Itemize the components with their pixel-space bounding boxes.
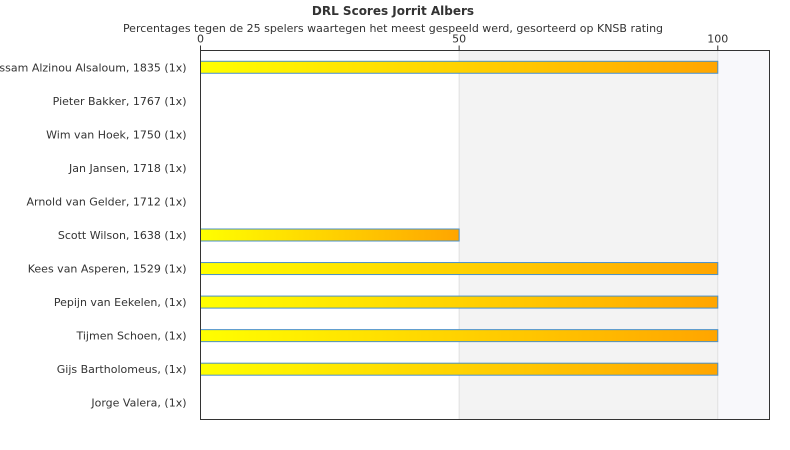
bar <box>200 228 460 242</box>
x-tick-label: 50 <box>452 33 466 46</box>
bar <box>200 295 719 309</box>
plot-frame <box>200 50 770 420</box>
chart-subtitle: Percentages tegen de 25 spelers waartege… <box>122 22 664 35</box>
category-label: Tijmen Schoen, (1x) <box>76 330 187 343</box>
category-label: Arnold van Gelder, 1712 (1x) <box>26 195 186 208</box>
x-axis-ticks: 0 50 100 <box>197 33 728 51</box>
x-tick-label: 100 <box>707 33 728 46</box>
category-label: Scott Wilson, 1638 (1x) <box>58 229 187 242</box>
category-label: Gijs Bartholomeus, (1x) <box>57 363 187 376</box>
category-label: Pepijn van Eekelen, (1x) <box>54 296 187 309</box>
category-label: Jorge Valera, (1x) <box>90 397 186 410</box>
category-label: Wim van Hoek, 1750 (1x) <box>46 128 186 141</box>
category-labels: Hussam Alzinou Alsaloum, 1835 (1x) Pieter… <box>0 61 187 409</box>
category-label: Jan Jansen, 1718 (1x) <box>68 162 186 175</box>
band-50-100 <box>459 50 718 420</box>
bars <box>200 60 719 376</box>
bar <box>200 362 719 376</box>
category-label: Kees van Asperen, 1529 (1x) <box>28 263 187 276</box>
bar <box>200 329 719 343</box>
category-label: Pieter Bakker, 1767 (1x) <box>53 95 187 108</box>
category-label: Hussam Alzinou Alsaloum, 1835 (1x) <box>0 61 187 74</box>
x-tick-label: 0 <box>197 33 204 46</box>
background-bands <box>459 50 770 420</box>
bar <box>200 60 719 74</box>
chart-title: DRL Scores Jorrit Albers <box>311 4 475 18</box>
band-100-end <box>717 50 770 420</box>
bar <box>200 262 719 276</box>
